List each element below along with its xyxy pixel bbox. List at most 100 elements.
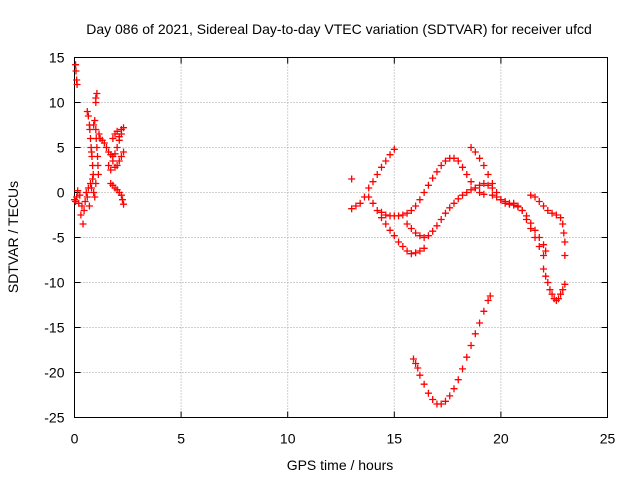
data-point bbox=[463, 353, 471, 361]
data-point bbox=[560, 229, 568, 237]
data-point bbox=[378, 208, 386, 216]
data-point bbox=[552, 211, 560, 219]
data-point bbox=[450, 199, 458, 207]
data-point bbox=[561, 280, 569, 288]
data-point bbox=[107, 166, 115, 174]
data-point bbox=[92, 126, 100, 133]
data-point bbox=[463, 171, 471, 178]
data-point bbox=[86, 126, 94, 133]
data-point bbox=[403, 209, 411, 217]
data-point bbox=[484, 171, 492, 178]
data-point bbox=[420, 234, 428, 241]
data-point bbox=[510, 201, 518, 209]
data-point bbox=[527, 191, 535, 199]
data-point bbox=[416, 196, 424, 204]
y-tick-label: 15 bbox=[49, 50, 65, 66]
data-point bbox=[450, 385, 458, 393]
x-tick-label: 25 bbox=[600, 431, 616, 447]
data-point bbox=[414, 364, 422, 372]
series-late-g bbox=[527, 191, 569, 259]
data-point bbox=[102, 144, 110, 151]
data-point bbox=[117, 191, 125, 199]
data-point bbox=[561, 252, 569, 259]
data-point bbox=[365, 184, 373, 192]
data-point bbox=[399, 211, 407, 219]
data-point bbox=[72, 67, 80, 75]
data-point bbox=[437, 216, 445, 223]
series-early-cluster bbox=[83, 90, 103, 201]
data-point bbox=[111, 150, 119, 158]
data-point bbox=[518, 207, 526, 214]
data-point bbox=[446, 392, 454, 400]
series-late-h bbox=[540, 265, 569, 304]
data-point bbox=[407, 250, 415, 258]
data-point bbox=[450, 154, 458, 162]
series-early-tail bbox=[107, 180, 128, 208]
data-point bbox=[459, 163, 467, 171]
x-tick-label: 10 bbox=[280, 431, 296, 447]
data-point bbox=[412, 249, 420, 257]
data-point bbox=[505, 199, 513, 207]
x-axis: 0 5 10 15 20 25 bbox=[71, 57, 616, 447]
series-late-low bbox=[409, 292, 494, 408]
data-point bbox=[542, 272, 550, 280]
data-point bbox=[535, 234, 543, 241]
data-point bbox=[446, 204, 454, 212]
data-point bbox=[105, 162, 113, 169]
x-tick-label: 5 bbox=[177, 431, 185, 447]
data-point bbox=[348, 205, 356, 213]
series-late-d bbox=[403, 180, 496, 241]
y-tick-label: -20 bbox=[44, 365, 64, 381]
y-axis: -25 -20 -15 -10 -5 0 5 10 15 bbox=[44, 50, 608, 426]
x-tick-label: 15 bbox=[387, 431, 403, 447]
data-point bbox=[113, 144, 121, 151]
data-point bbox=[81, 198, 89, 205]
data-point bbox=[109, 135, 117, 142]
series-late-c bbox=[378, 154, 488, 220]
data-point bbox=[471, 330, 479, 338]
data-point bbox=[386, 151, 394, 159]
data-point bbox=[78, 202, 86, 210]
data-point bbox=[378, 163, 386, 171]
data-point bbox=[467, 186, 475, 194]
data-point bbox=[471, 148, 479, 156]
data-point bbox=[476, 319, 484, 327]
data-point bbox=[429, 227, 437, 235]
data-point bbox=[84, 112, 92, 120]
data-point bbox=[463, 189, 471, 196]
data-point bbox=[467, 342, 475, 349]
data-point bbox=[83, 193, 91, 201]
data-point bbox=[480, 190, 488, 198]
data-point bbox=[540, 241, 548, 249]
y-axis-label: SDTVAR / TECUs bbox=[5, 181, 21, 293]
data-point bbox=[476, 154, 484, 162]
y-tick-label: -5 bbox=[52, 230, 65, 246]
data-point bbox=[441, 209, 449, 217]
x-tick-label: 20 bbox=[493, 431, 509, 447]
data-point bbox=[356, 199, 364, 207]
data-point bbox=[497, 196, 505, 204]
data-point bbox=[416, 371, 424, 379]
data-point bbox=[544, 207, 552, 214]
data-point bbox=[386, 226, 394, 234]
data-point bbox=[82, 189, 90, 196]
x-axis-label: GPS time / hours bbox=[287, 457, 394, 473]
data-point bbox=[94, 153, 102, 160]
data-point bbox=[117, 153, 125, 160]
data-point bbox=[85, 202, 93, 210]
data-point bbox=[486, 292, 494, 300]
data-point bbox=[115, 133, 123, 141]
data-point bbox=[120, 148, 128, 156]
data-point bbox=[118, 196, 126, 204]
data-point bbox=[540, 252, 548, 259]
data-point bbox=[433, 168, 441, 176]
data-point bbox=[73, 81, 81, 88]
data-point bbox=[531, 193, 539, 201]
data-point bbox=[488, 180, 496, 187]
data-point bbox=[561, 238, 569, 246]
data-point bbox=[94, 171, 102, 178]
data-point bbox=[433, 222, 441, 230]
data-point bbox=[120, 200, 128, 208]
data-point bbox=[424, 181, 432, 189]
